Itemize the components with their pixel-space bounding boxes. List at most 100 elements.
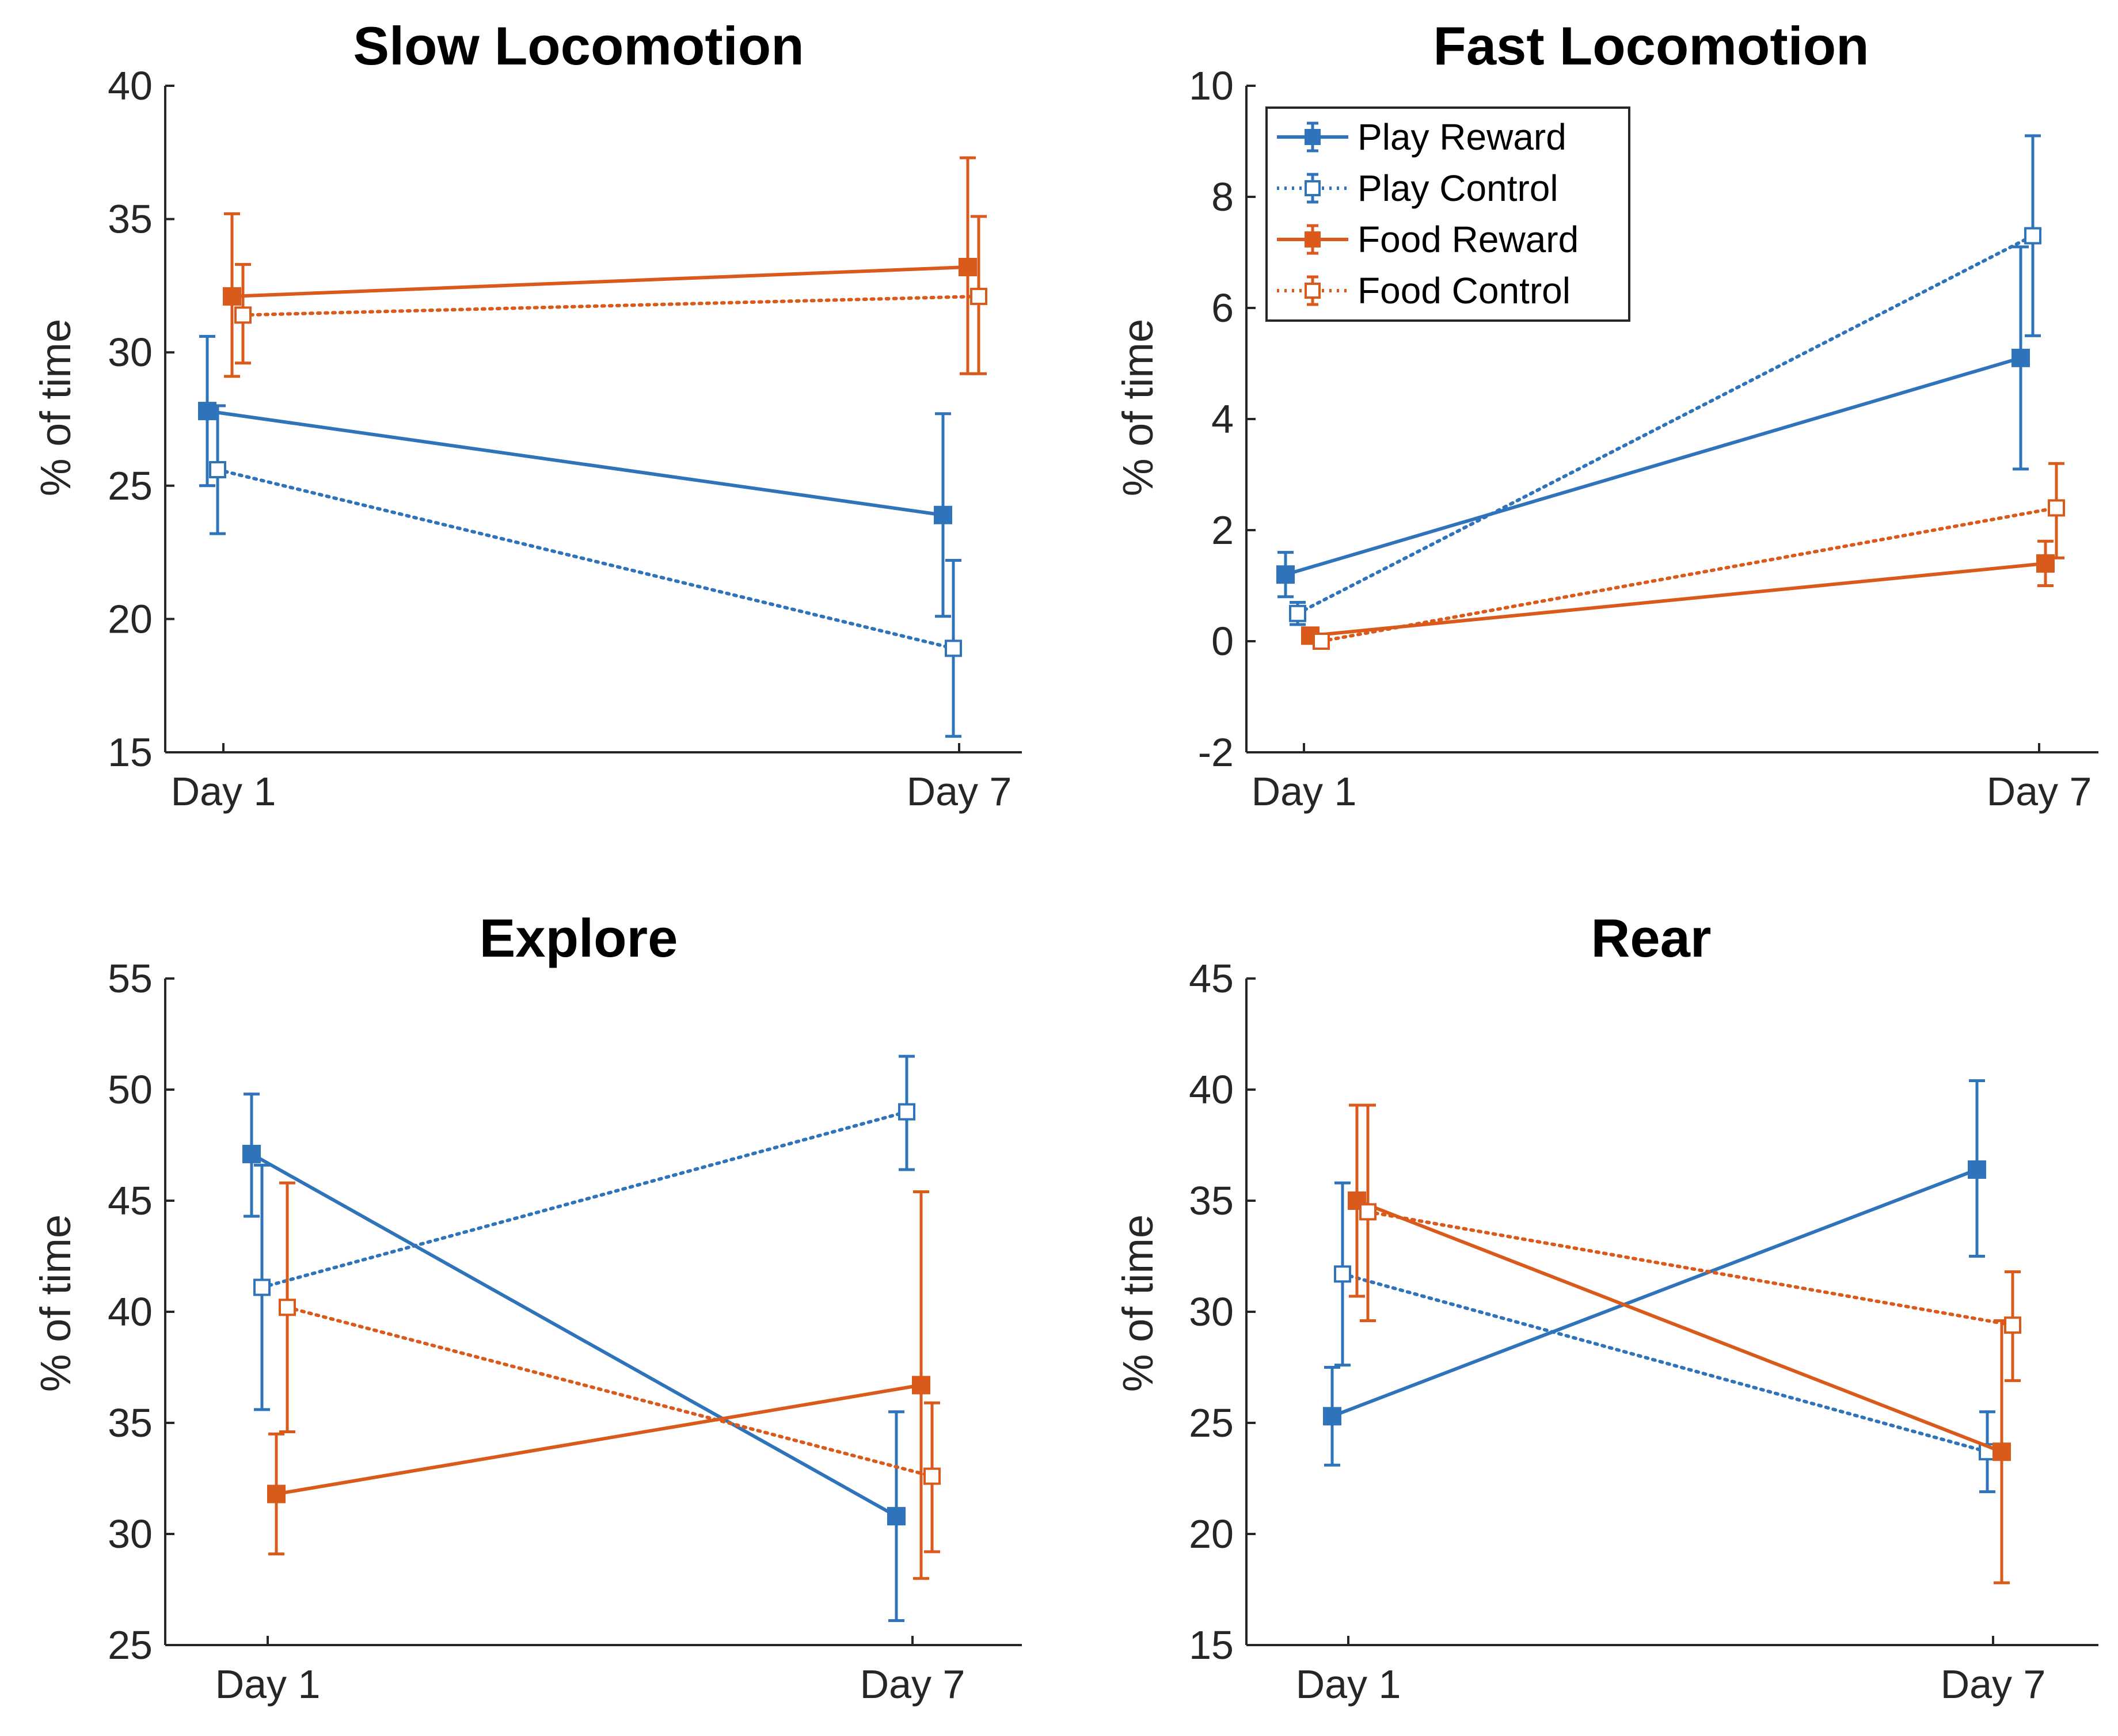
y-tick-label: 40 (108, 1289, 153, 1334)
series-food-reward (1301, 539, 2055, 645)
legend-box (1265, 106, 1630, 322)
y-tick-label: 0 (1211, 619, 1234, 664)
axes: 15 20 25 30 35 40 Day 1 Day 7 (108, 63, 1022, 814)
data-point (1334, 1265, 1351, 1283)
series-line (206, 409, 945, 517)
axes: 15 20 25 30 35 40 45 Day 1 Day 7 (1189, 956, 2098, 1707)
legend: Play Reward Play Control Food Reward Food C… (1265, 106, 1630, 322)
x-tick-label: Day 7 (1941, 1662, 2046, 1707)
data-point (2048, 499, 2065, 517)
legend-label: Play Control (1358, 167, 1558, 209)
data-point (209, 461, 226, 479)
series-line (216, 468, 955, 650)
y-tick-label: 8 (1211, 174, 1234, 219)
x-tick-label: Day 7 (907, 769, 1012, 814)
data-point (1359, 1203, 1376, 1221)
y-tick-label: 30 (108, 330, 153, 375)
series-food-control (279, 1181, 941, 1554)
data-point (959, 257, 977, 276)
y-tick-label: 2 (1211, 508, 1234, 553)
x-tick-label: Day 1 (1296, 1662, 1401, 1707)
y-axis-label: % of time (32, 1215, 79, 1392)
panel-title: Rear (1591, 908, 1711, 968)
legend-marker (1305, 129, 1321, 145)
x-tick-label: Day 7 (860, 1662, 965, 1707)
data-point (1313, 633, 1330, 650)
data-point (279, 1299, 296, 1316)
data-point (887, 1507, 906, 1526)
y-tick-label: 50 (108, 1067, 153, 1112)
series-food-reward (223, 156, 977, 378)
series-group (1323, 1079, 2021, 1585)
y-axis-label: % of time (1114, 1215, 1162, 1392)
data-point (1289, 604, 1306, 622)
axes: -2 0 2 4 6 8 10 Day 1 Day 7 (1189, 63, 2098, 814)
data-point (2011, 348, 2030, 367)
y-tick-label: 10 (1189, 63, 1234, 108)
y-tick-label: -2 (1198, 730, 1234, 775)
series-food-control (1313, 462, 2065, 650)
panel-explore: Explore % of time 25 30 35 40 45 50 55 Day 1 Day… (32, 908, 1022, 1707)
data-point (1992, 1442, 2011, 1461)
series-group (242, 1054, 941, 1623)
y-tick-label: 25 (108, 1623, 153, 1668)
series-line (286, 1305, 934, 1478)
series-play-control (1334, 1181, 1996, 1494)
y-tick-label: 25 (108, 463, 153, 508)
x-tick-label: Day 7 (1987, 769, 2092, 814)
data-point (253, 1278, 271, 1296)
x-tick-label: Day 1 (171, 769, 276, 814)
y-tick-label: 20 (108, 596, 153, 641)
series-line (275, 1383, 923, 1496)
y-tick-label: 35 (1189, 1178, 1234, 1223)
data-point (1323, 1407, 1341, 1426)
series-line (260, 1110, 908, 1289)
legend-label: Play Reward (1358, 116, 1566, 158)
y-tick-label: 30 (108, 1512, 153, 1556)
data-point (242, 1144, 261, 1163)
legend-label: Food Reward (1358, 219, 1579, 260)
series-play-reward (1323, 1079, 1986, 1467)
series-line (1296, 234, 2035, 615)
legend-entry: Food Reward (1277, 219, 1579, 260)
series-group (198, 156, 987, 738)
y-tick-label: 35 (108, 1400, 153, 1445)
series-food-reward (1348, 1103, 2011, 1585)
legend-marker (1305, 283, 1321, 299)
series-line (1284, 356, 2022, 577)
series-line (1366, 1210, 2014, 1327)
series-play-reward (242, 1092, 906, 1623)
data-point (2024, 227, 2041, 245)
y-tick-label: 45 (1189, 956, 1234, 1001)
legend-marker (1305, 180, 1321, 196)
series-line (1320, 506, 2058, 643)
series-line (230, 265, 969, 298)
data-point (934, 505, 952, 524)
x-tick-label: Day 1 (215, 1662, 321, 1707)
data-point (1968, 1160, 1986, 1179)
data-point (234, 306, 252, 324)
series-food-control (234, 215, 987, 375)
data-point (912, 1376, 930, 1395)
panel-title: Explore (480, 908, 678, 968)
y-tick-label: 40 (1189, 1067, 1234, 1112)
y-tick-label: 35 (108, 197, 153, 242)
data-point (970, 287, 987, 305)
series-group (1276, 134, 2065, 650)
y-tick-label: 30 (1189, 1289, 1234, 1334)
data-point (945, 639, 962, 657)
data-point (1276, 565, 1295, 584)
legend-entry: Play Control (1277, 167, 1558, 209)
series-line (1355, 1199, 2003, 1454)
data-point (267, 1484, 286, 1503)
series-play-reward (1276, 245, 2030, 599)
data-point (223, 287, 241, 306)
y-tick-label: 40 (108, 63, 153, 108)
series-line (1309, 561, 2047, 638)
panel-fast-locomotion: Fast Locomotion % of time -2 0 2 4 6 8 10 Day 1… (1114, 16, 2098, 814)
axes: 25 30 35 40 45 50 55 Day 1 Day 7 (108, 956, 1022, 1707)
series-line (241, 294, 980, 317)
legend-entry: Food Control (1277, 270, 1571, 311)
legend-label: Food Control (1358, 270, 1571, 311)
